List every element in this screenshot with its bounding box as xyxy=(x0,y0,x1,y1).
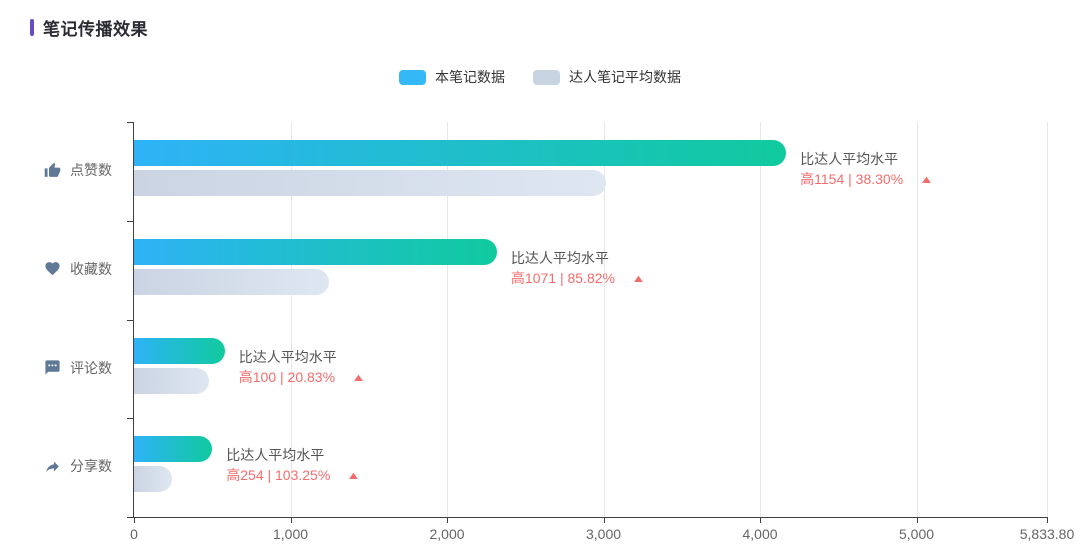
x-axis-label: 1,000 xyxy=(272,526,309,542)
average-data-bar[interactable] xyxy=(134,268,330,295)
x-axis-label: 2,000 xyxy=(429,526,465,542)
note-data-bar[interactable] xyxy=(134,140,787,166)
thumbs-up-icon xyxy=(44,162,61,179)
x-axis-tick xyxy=(134,517,135,523)
up-triangle-icon: ▲ xyxy=(346,470,362,483)
up-triangle-icon: ▲ xyxy=(919,174,934,186)
legend-swatch-influencer-average-data xyxy=(533,69,560,85)
annotation-line1: 比达人平均水平 xyxy=(800,151,899,167)
annotation-line2: 高1154 | 38.30% ▲ xyxy=(800,169,934,190)
category-label: 评论数 xyxy=(44,358,112,378)
annotation-delta-text: 高1154 | 38.30% xyxy=(800,171,904,187)
category-label-text: 分享数 xyxy=(70,458,112,475)
gridline xyxy=(760,122,761,517)
comparison-annotation: 比达人平均水平 高100 | 20.83% ▲ xyxy=(238,347,366,388)
up-triangle-icon: ▲ xyxy=(631,272,646,285)
annotation-delta-text: 高254 | 103.25% xyxy=(226,467,331,484)
annotation-line1: 比达人平均水平 xyxy=(510,249,609,266)
average-data-bar[interactable] xyxy=(134,367,210,394)
x-axis-tick xyxy=(760,517,761,523)
x-axis-tick xyxy=(603,517,605,523)
annotation-delta-text: 高100 | 20.83% xyxy=(238,368,336,385)
x-axis-tick xyxy=(290,517,292,523)
average-data-bar[interactable] xyxy=(134,466,173,493)
gridline xyxy=(603,122,605,517)
category-label: 收藏数 xyxy=(44,259,112,279)
average-data-bar[interactable] xyxy=(134,170,606,196)
heart-icon xyxy=(44,260,61,277)
gridline xyxy=(1047,122,1048,517)
annotation-delta-text: 高1071 | 85.82% xyxy=(510,269,615,286)
note-data-bar[interactable] xyxy=(134,436,213,463)
annotation-line2: 高254 | 103.25% ▲ xyxy=(226,465,362,486)
category-label: 分享数 xyxy=(44,456,112,476)
annotation-line2: 高1071 | 85.82% ▲ xyxy=(510,268,646,289)
gridline xyxy=(447,122,448,517)
x-axis-label: 0 xyxy=(130,526,138,542)
x-axis-tick xyxy=(447,517,448,523)
bar-chart-plot-area: 0 1,000 2,000 3,000 4,000 5,000 5,833.80 点赞数 比达人… xyxy=(44,122,1074,542)
chart-legend: 本笔记数据 达人笔记平均数据 xyxy=(0,67,1080,87)
legend-swatch-note-data xyxy=(399,69,426,85)
x-axis-label: 5,833.80 xyxy=(1019,526,1075,542)
comparison-annotation: 比达人平均水平 高1071 | 85.82% ▲ xyxy=(510,248,646,289)
y-axis-tick xyxy=(127,319,134,321)
gridline xyxy=(290,122,292,517)
x-axis-label: 5,000 xyxy=(898,526,935,542)
legend-item-influencer-average-data[interactable]: 达人笔记平均数据 xyxy=(533,67,681,87)
x-axis-label: 3,000 xyxy=(585,526,622,542)
up-triangle-icon: ▲ xyxy=(351,371,366,384)
x-axis-label: 4,000 xyxy=(742,526,778,542)
category-label-text: 点赞数 xyxy=(70,162,112,178)
note-data-bar[interactable] xyxy=(134,238,497,265)
legend-label: 达人笔记平均数据 xyxy=(569,69,681,85)
y-axis-tick xyxy=(127,418,134,420)
x-axis-tick xyxy=(916,517,918,523)
legend-item-note-data[interactable]: 本笔记数据 xyxy=(399,67,505,87)
note-data-bar[interactable] xyxy=(134,337,225,364)
category-label: 点赞数 xyxy=(44,160,112,180)
page-title: 笔记传播效果 xyxy=(43,20,148,39)
gridline xyxy=(916,122,918,517)
legend-label: 本笔记数据 xyxy=(435,69,505,85)
x-axis-tick xyxy=(1047,517,1048,523)
share-icon xyxy=(44,458,61,475)
y-axis-tick xyxy=(127,517,134,518)
annotation-line2: 高100 | 20.83% ▲ xyxy=(238,367,366,388)
y-axis-tick xyxy=(127,220,134,222)
annotation-line1: 比达人平均水平 xyxy=(226,447,325,464)
y-axis-tick xyxy=(127,122,134,123)
annotation-line1: 比达人平均水平 xyxy=(238,348,337,365)
category-label-text: 评论数 xyxy=(70,359,112,376)
comparison-annotation: 比达人平均水平 高254 | 103.25% ▲ xyxy=(226,445,362,486)
title-accent-bar xyxy=(30,19,34,36)
comparison-annotation: 比达人平均水平 高1154 | 38.30% ▲ xyxy=(800,149,934,190)
comment-icon xyxy=(44,359,61,376)
card-header: 笔记传播效果 xyxy=(30,15,148,40)
category-label-text: 收藏数 xyxy=(70,260,112,277)
